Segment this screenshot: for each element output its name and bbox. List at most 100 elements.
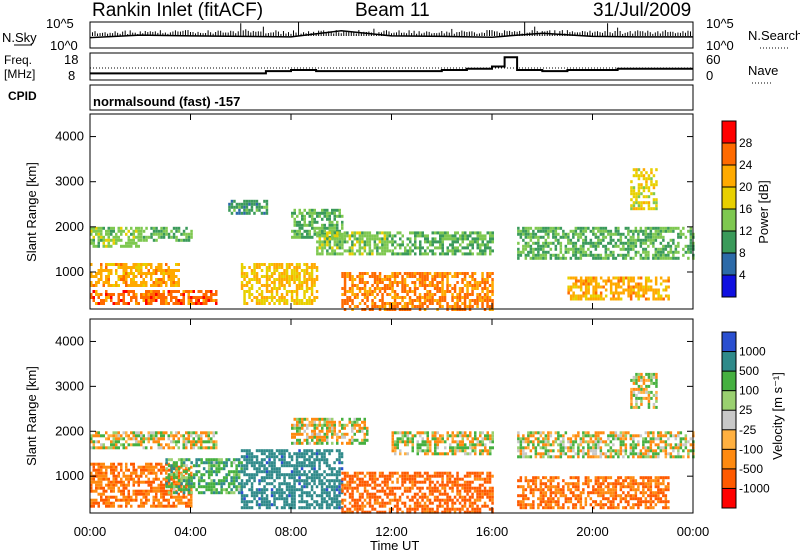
heatmap-cell — [657, 229, 660, 233]
heatmap-cell — [245, 302, 249, 305]
heatmap-cell — [426, 498, 429, 502]
heatmap-cell — [594, 235, 598, 239]
heatmap-cell — [468, 284, 472, 287]
heatmap-cell — [298, 420, 301, 424]
heatmap-cell — [300, 461, 304, 465]
heatmap-cell — [278, 302, 281, 305]
heatmap-cell — [463, 495, 467, 499]
heatmap-cell — [537, 256, 540, 260]
heatmap-cell — [120, 492, 123, 496]
heatmap-cell — [152, 495, 155, 499]
heatmap-cell — [537, 241, 540, 245]
heatmap-cell — [180, 434, 183, 438]
heatmap-cell — [416, 246, 419, 250]
heatmap-cell — [313, 266, 316, 269]
heatmap-cell — [177, 281, 180, 284]
heatmap-cell — [386, 275, 389, 278]
heatmap-cell — [90, 440, 93, 444]
heatmap-cell — [215, 461, 218, 465]
heatmap-cell — [185, 290, 188, 293]
heatmap-cell — [328, 467, 331, 471]
heatmap-cell — [217, 467, 221, 471]
heatmap-cell — [280, 284, 284, 287]
heatmap-cell — [102, 281, 105, 284]
heatmap-cell — [431, 501, 434, 505]
heatmap-cell — [290, 263, 294, 266]
heatmap-cell — [587, 279, 590, 283]
heatmap-cell — [310, 284, 314, 287]
noise-trace — [89, 22, 693, 39]
heatmap-cell — [313, 473, 316, 477]
heatmap-cell — [584, 250, 588, 254]
heatmap-cell — [336, 441, 339, 445]
heatmap-cell — [120, 498, 123, 502]
heatmap-cell — [488, 272, 492, 275]
heatmap-cell — [197, 302, 200, 305]
heatmap-cell — [544, 244, 548, 248]
heatmap-cell — [436, 246, 439, 250]
heatmap-cell — [313, 208, 316, 212]
heatmap-cell — [190, 235, 193, 239]
heatmap-cell — [368, 275, 372, 278]
heatmap-cell — [662, 226, 665, 230]
heatmap-cell — [270, 473, 274, 477]
heatmap-cell — [288, 482, 291, 486]
heatmap-cell — [288, 290, 291, 293]
heatmap-cell — [424, 249, 427, 253]
heatmap-cell — [408, 504, 412, 508]
heatmap-cell — [210, 488, 213, 492]
heatmap-cell — [310, 473, 314, 477]
heatmap-cell — [491, 272, 494, 275]
heatmap-cell — [416, 471, 419, 475]
heatmap-cell — [117, 284, 120, 287]
heatmap-cell — [652, 294, 655, 298]
heatmap-cell — [187, 437, 190, 441]
heatmap-cell — [177, 495, 180, 499]
heatmap-cell — [165, 467, 168, 471]
heatmap-cell — [308, 229, 311, 233]
heatmap-cell — [554, 235, 558, 239]
heatmap-cell — [192, 437, 195, 441]
heatmap-cell — [278, 272, 281, 275]
heatmap-cell — [132, 477, 135, 481]
heatmap-cell — [290, 491, 294, 495]
heatmap-cell — [308, 461, 311, 465]
heatmap-cell — [328, 229, 331, 233]
heatmap-cell — [383, 278, 387, 281]
heatmap-cell — [522, 232, 525, 236]
heatmap-cell — [483, 284, 487, 287]
heatmap-cell — [579, 253, 583, 257]
heatmap-cell — [142, 278, 145, 281]
heatmap-cell — [172, 290, 175, 293]
heatmap-cell — [604, 282, 608, 286]
heatmap-cell — [212, 485, 216, 489]
heatmap-cell — [152, 501, 155, 505]
heatmap-cell — [351, 429, 354, 433]
heatmap-cell — [361, 231, 364, 235]
heatmap-cell — [215, 299, 218, 302]
heatmap-cell — [441, 281, 444, 284]
heatmap-cell — [190, 482, 193, 486]
heatmap-cell — [434, 240, 437, 244]
heatmap-cell — [522, 250, 525, 254]
heatmap-cell — [373, 278, 377, 281]
heatmap-cell — [315, 476, 319, 480]
heatmap-cell — [351, 278, 354, 281]
heatmap-cell — [353, 305, 357, 308]
heatmap-cell — [343, 278, 347, 281]
heatmap-cell — [283, 506, 286, 510]
heatmap-cell — [335, 494, 339, 498]
heatmap-cell — [112, 443, 115, 447]
heatmap-cell — [353, 243, 357, 247]
heatmap-cell — [230, 211, 234, 215]
heatmap-cell — [112, 471, 115, 475]
heatmap-cell — [180, 482, 183, 486]
heatmap-cell — [647, 226, 650, 230]
heatmap-cell — [157, 477, 160, 481]
heatmap-cell — [491, 284, 494, 287]
heatmap-cell — [481, 249, 484, 253]
heatmap-cell — [446, 281, 449, 284]
heatmap-cell — [115, 434, 118, 438]
heatmap-cell — [127, 489, 130, 493]
